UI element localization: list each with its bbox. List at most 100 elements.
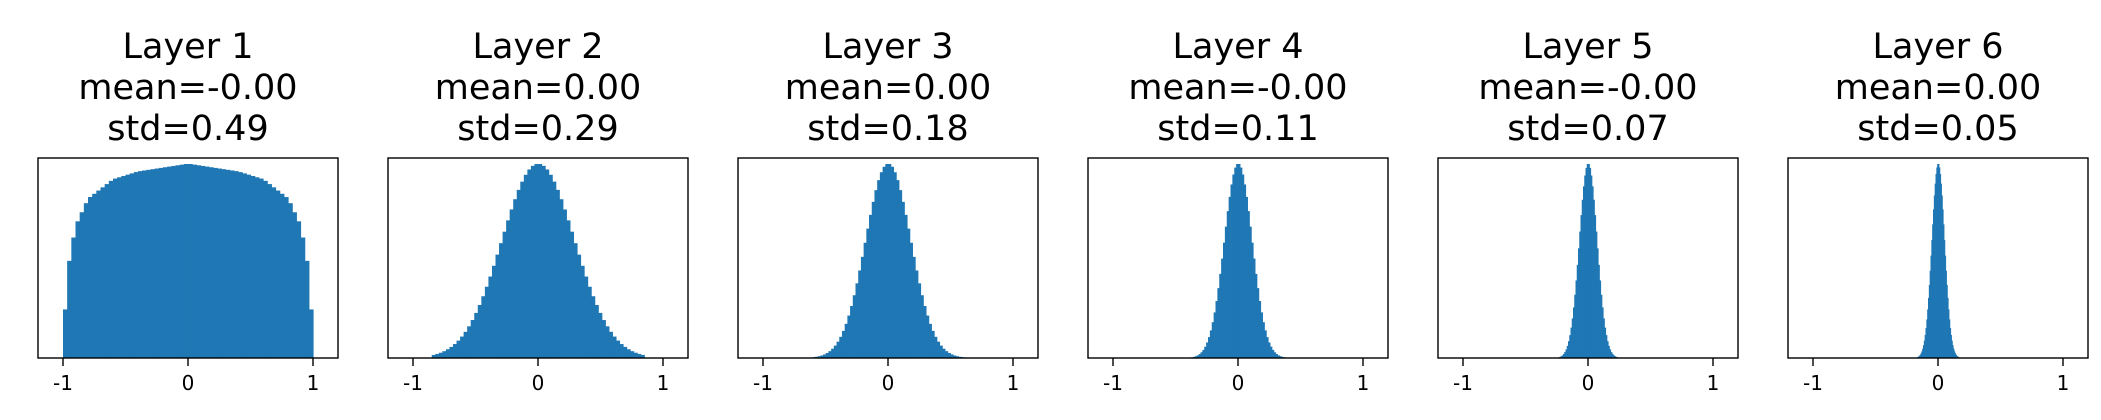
histogram-bar	[1570, 327, 1573, 358]
histogram-bar	[1925, 327, 1927, 358]
x-tick-label: -1	[1453, 371, 1473, 395]
histogram-bar	[1575, 280, 1578, 358]
histogram-bar	[1578, 248, 1580, 358]
x-tick-label: -1	[753, 371, 773, 395]
panel-mean-label: mean=-0.00	[78, 68, 297, 108]
histogram-bar	[1944, 255, 1947, 358]
histogram-bar	[1955, 354, 1957, 358]
histogram-bar	[1232, 174, 1235, 358]
histogram-bar	[1599, 280, 1602, 358]
histogram-bar	[474, 312, 479, 358]
histogram-bar	[499, 243, 504, 358]
histogram-bar	[167, 166, 172, 358]
x-tick-label: 0	[1232, 371, 1245, 395]
histogram-bar	[1948, 319, 1951, 358]
panel-title: Layer 4	[1173, 27, 1304, 67]
histogram-bar	[283, 197, 289, 358]
histogram-bar	[204, 166, 210, 358]
histogram-bar	[912, 256, 916, 358]
histogram-bar	[435, 353, 440, 358]
histogram-bar	[605, 326, 610, 358]
x-tick-label: -1	[53, 371, 73, 395]
histogram-bar	[502, 231, 507, 358]
histogram-bar	[630, 351, 635, 358]
histogram-bar	[1933, 195, 1936, 358]
histogram-bar	[225, 169, 231, 358]
histogram-bar	[221, 169, 227, 358]
histogram-bar	[1594, 215, 1597, 358]
x-tick-label: 1	[1007, 371, 1020, 395]
histogram-bar	[594, 304, 599, 358]
histogram-bar	[863, 242, 867, 358]
histogram-bar	[901, 201, 905, 358]
histogram-bar	[467, 326, 472, 358]
histogram-bar	[637, 353, 642, 358]
histogram-bar	[1561, 355, 1564, 358]
histogram-bar	[1954, 353, 1957, 358]
histogram-bar	[513, 199, 518, 358]
histogram-bar	[1937, 164, 1939, 358]
histogram-bar	[146, 169, 152, 358]
histogram-bar	[100, 187, 106, 358]
histogram-bar	[1957, 356, 1959, 358]
histogram-bar	[1932, 224, 1934, 358]
histogram-bar	[296, 221, 302, 358]
histogram-bar	[915, 270, 919, 358]
histogram-bar	[92, 193, 97, 358]
x-tick-label: 0	[882, 371, 895, 395]
histogram-bar	[1938, 164, 1940, 358]
panel-title: Layer 1	[123, 27, 254, 67]
histogram-bars	[806, 164, 970, 358]
histogram-bar	[470, 320, 475, 358]
histogram-bar	[1941, 195, 1943, 358]
histogram-bar	[831, 348, 835, 358]
histogram-bar	[598, 312, 603, 358]
histogram-bar	[896, 180, 900, 358]
panel-std-label: std=0.18	[807, 109, 968, 149]
histogram-bar	[1924, 334, 1927, 358]
histogram-bar	[939, 345, 943, 358]
histogram-bar	[258, 178, 264, 358]
histogram-bar	[559, 199, 564, 358]
histogram-bar	[300, 237, 306, 358]
histogram-bar	[591, 296, 596, 358]
histogram-bar	[573, 243, 578, 358]
panel-title: Layer 6	[1873, 27, 2004, 67]
histogram-bar	[142, 170, 147, 358]
histogram-bar	[527, 169, 532, 358]
histogram-bar	[1596, 248, 1599, 358]
histogram-bar	[1930, 255, 1932, 358]
histogram-bar	[246, 174, 252, 358]
histogram-bar	[308, 309, 314, 358]
histogram-bar	[1243, 184, 1247, 358]
histogram-bar	[1603, 318, 1605, 358]
histogram-bar	[841, 330, 846, 358]
histogram-bar	[555, 189, 560, 358]
histogram-bar	[196, 165, 202, 358]
histogram-bar	[1931, 239, 1933, 358]
histogram-bar	[898, 190, 903, 358]
histogram-bar	[1604, 327, 1607, 358]
histogram-bar	[1613, 355, 1615, 358]
histogram-bar	[233, 171, 239, 358]
histogram-bar	[1947, 297, 1949, 358]
histogram-bar	[852, 295, 857, 358]
x-tick-label: 1	[1357, 371, 1370, 395]
histogram-bar	[1206, 342, 1209, 358]
histogram-bar	[869, 214, 873, 358]
histogram-bar	[1228, 196, 1232, 358]
histogram-bar	[96, 190, 102, 358]
histogram-bar	[1230, 184, 1233, 358]
histogram-bar	[1253, 258, 1256, 358]
histogram-bar	[1221, 258, 1224, 358]
histogram-bar	[587, 286, 592, 358]
histogram-bar	[936, 341, 941, 358]
histogram-bar	[823, 354, 827, 358]
histogram-bar	[254, 177, 260, 358]
histogram-bar	[1245, 196, 1248, 358]
histogram-bar	[1238, 164, 1241, 358]
histogram-bar	[931, 330, 935, 358]
histogram-bar	[877, 180, 881, 358]
histogram-bar	[566, 220, 571, 358]
histogram-bar	[481, 296, 486, 358]
